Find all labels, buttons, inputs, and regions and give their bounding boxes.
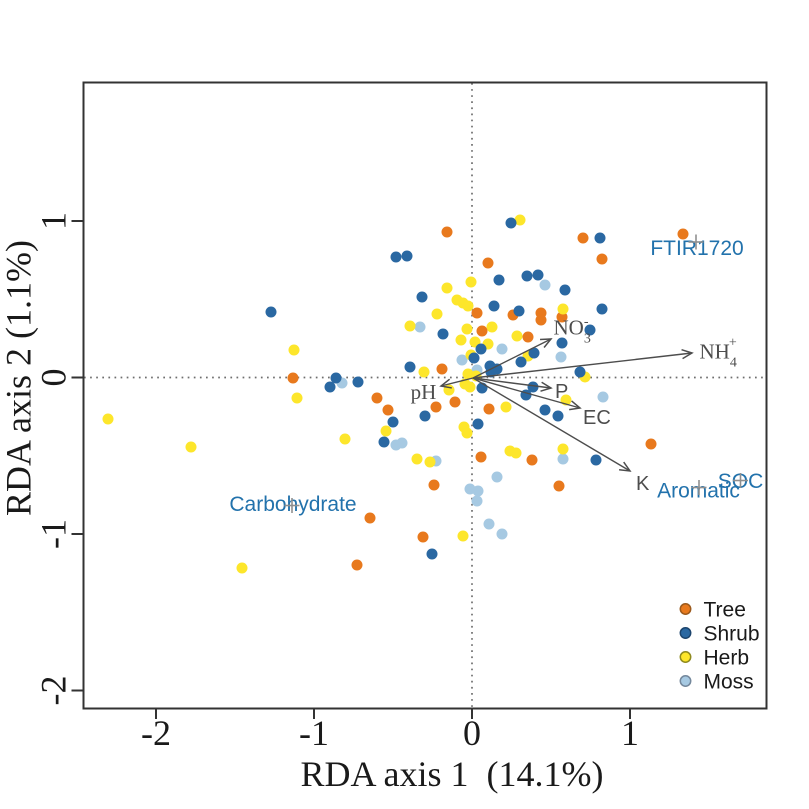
svg-text:Tree: Tree <box>704 599 746 622</box>
svg-text:EC: EC <box>583 407 611 429</box>
svg-text:Shrub: Shrub <box>704 623 760 646</box>
svg-text:-2: -2 <box>141 713 171 753</box>
svg-text:P: P <box>555 381 568 403</box>
svg-text:RDA axis 2 (1.1%): RDA axis 2 (1.1%) <box>0 240 39 516</box>
svg-text:RDA axis 1 (14.1%): RDA axis 1 (14.1%) <box>301 754 604 794</box>
svg-text:1: 1 <box>621 713 639 753</box>
svg-text:0: 0 <box>34 369 74 387</box>
svg-text:0: 0 <box>463 713 481 753</box>
svg-text:-1: -1 <box>34 519 74 549</box>
svg-text:Moss: Moss <box>704 671 754 694</box>
svg-text:FTIR1720: FTIR1720 <box>650 237 743 260</box>
svg-text:pH: pH <box>411 380 437 404</box>
svg-text:Carbohydrate: Carbohydrate <box>229 493 356 516</box>
svg-text:1: 1 <box>34 212 74 230</box>
svg-text:-1: -1 <box>299 713 329 753</box>
svg-text:K: K <box>636 473 650 495</box>
svg-text:Herb: Herb <box>704 647 750 670</box>
svg-text:-2: -2 <box>34 676 74 706</box>
